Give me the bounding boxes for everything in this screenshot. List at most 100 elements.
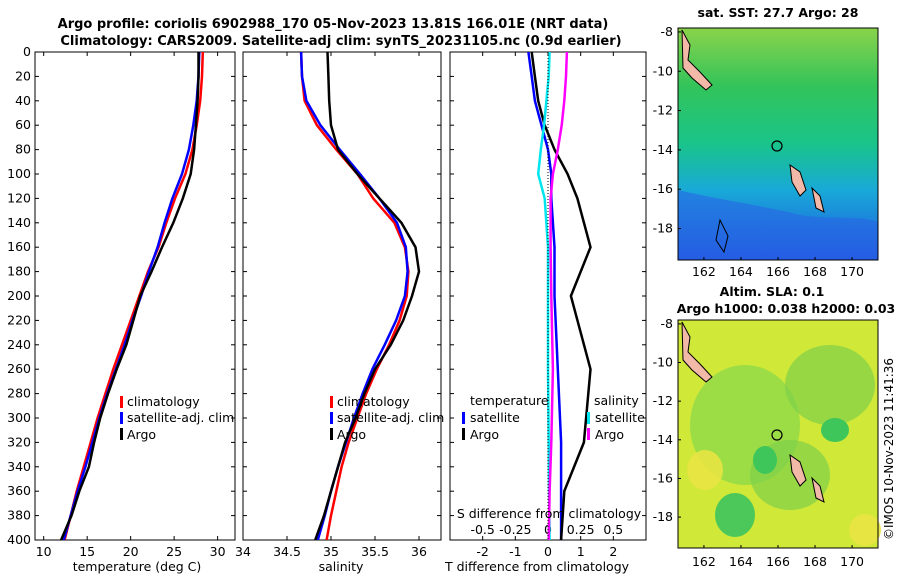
temperature-legend: climatology satellite-adj. clim Argo: [120, 394, 234, 442]
map-x-tick-label: 170: [840, 554, 864, 569]
legend-satellite-label: satellite-adj. clim: [127, 410, 234, 425]
legend-temp-satellite-swatch: [462, 412, 465, 424]
x-tick-label: 2: [609, 544, 617, 559]
series-argo: [314, 52, 421, 540]
depth-tick-label: 340: [7, 459, 31, 474]
x-tick-label: 25: [166, 544, 182, 559]
temperature-series: [59, 52, 205, 540]
sst-island-outline: [715, 218, 729, 254]
legend-temp-argo-swatch: [462, 428, 465, 440]
sla-map-title-line2: Argo h1000: 0.038 h2000: 0.03: [677, 301, 896, 316]
x-tick-label: 34: [235, 544, 251, 559]
sla-map-title-line1: Altim. SLA: 0.1: [720, 284, 825, 299]
sst-cool-patch: [678, 190, 878, 260]
legend-satellite-swatch: [330, 412, 333, 424]
depth-tick-label: 320: [7, 434, 31, 449]
temperature-plot-frame: [34, 51, 236, 541]
depth-tick-label: 360: [7, 483, 31, 498]
series-salinity-argo: [547, 52, 569, 540]
copyright-timestamp: ©IMOS 10-Nov-2023 11:41:36: [882, 358, 896, 540]
x-tick-label: 36: [411, 544, 427, 559]
map-x-tick-label: 168: [803, 264, 827, 279]
sla-island-central: [789, 453, 807, 487]
map-x-tick-label: 164: [729, 554, 753, 569]
depth-tick-label: 120: [7, 190, 31, 205]
series-climatology: [299, 52, 410, 540]
legend-satellite-swatch: [120, 412, 123, 424]
map-y-tick-label: -8: [661, 24, 674, 39]
s-difference-tick-label: 0.25: [567, 522, 595, 537]
map-y-tick-label: -12: [653, 103, 673, 118]
sla-map: [677, 319, 881, 549]
sla-high-patch: [849, 514, 881, 546]
depth-tick-label: 180: [7, 264, 31, 279]
legend-temperature-title: temperature: [470, 393, 549, 408]
map-y-tick-label: -18: [653, 221, 673, 236]
series-temperature-argo: [530, 52, 592, 540]
x-tick-label: -2: [476, 544, 488, 559]
x-tick-label: 1: [577, 544, 585, 559]
x-tick-label: 35: [323, 544, 339, 559]
difference-xlabel-top: S difference from climatology: [457, 506, 642, 521]
sla-map-ticks: 162 164 166 168 170 -8 -10 -12 -14 -16 -18: [653, 316, 864, 569]
sst-island-north: [681, 29, 713, 91]
map-x-tick-label: 162: [692, 264, 716, 279]
map-x-tick-label: 170: [840, 264, 864, 279]
map-y-tick-label: -14: [653, 142, 673, 157]
map-y-tick-label: -8: [661, 316, 674, 331]
depth-tick-label: 80: [15, 142, 31, 157]
legend-argo-label: Argo: [127, 427, 156, 442]
sla-dip: [753, 446, 777, 474]
depth-tick-label: 20: [15, 68, 31, 83]
map-x-tick-label: 164: [729, 264, 753, 279]
series-salinity-satellite: [536, 52, 551, 540]
salinity-series: [299, 52, 421, 540]
salinity-axis-ticks: 34 34.5 35 35.5 36: [235, 52, 427, 559]
depth-tick-label: 60: [15, 117, 31, 132]
sla-dip: [821, 418, 849, 442]
depth-tick-label: 280: [7, 386, 31, 401]
legend-satellite-label: satellite-adj. clim: [337, 410, 444, 425]
depth-tick-label: 100: [7, 166, 31, 181]
x-tick-label: 35.5: [361, 544, 389, 559]
legend-climatology-label: climatology: [127, 394, 200, 409]
sla-island-south: [811, 476, 825, 503]
x-tick-label: 10: [36, 544, 52, 559]
depth-tick-label: 240: [7, 337, 31, 352]
legend-sal-argo-swatch: [587, 428, 590, 440]
sst-map-ticks: 162 164 166 168 170 -8 -10 -12 -14 -16 -18: [653, 24, 864, 279]
depth-tick-label: 400: [7, 532, 31, 547]
map-x-tick-label: 162: [692, 554, 716, 569]
salinity-xlabel: salinity: [319, 559, 364, 574]
depth-tick-label: 40: [15, 93, 31, 108]
legend-argo-swatch: [120, 428, 123, 440]
x-tick-label: 30: [210, 544, 226, 559]
legend-sal-satellite-swatch: [587, 412, 590, 424]
sst-island-south: [811, 186, 825, 213]
legend-climatology-swatch: [330, 396, 333, 408]
map-y-tick-label: -10: [653, 355, 673, 370]
legend-sal-satellite-label: satellite: [595, 410, 645, 425]
legend-argo-label: Argo: [337, 427, 366, 442]
figure-title-line1: Argo profile: coriolis 6902988_170 05-No…: [58, 17, 609, 32]
map-y-tick-label: -16: [653, 470, 673, 485]
sla-high-patch: [687, 450, 723, 490]
depth-tick-label: 260: [7, 361, 31, 376]
difference-xlabel: T difference from climatology: [444, 559, 630, 574]
map-y-tick-label: -10: [653, 63, 673, 78]
legend-sal-argo-label: Argo: [595, 427, 624, 442]
legend-climatology-label: climatology: [337, 394, 410, 409]
sla-low-patch: [785, 345, 875, 425]
s-difference-tick-label: -0.25: [499, 522, 531, 537]
sst-island-central: [789, 163, 807, 197]
depth-tick-label: 140: [7, 215, 31, 230]
series-argo: [59, 52, 200, 540]
map-y-tick-label: -12: [653, 393, 673, 408]
s-difference-tick-label: 0.5: [603, 522, 623, 537]
depth-tick-label: 200: [7, 288, 31, 303]
map-x-tick-label: 168: [803, 554, 827, 569]
x-tick-label: 20: [123, 544, 139, 559]
x-tick-label: 34.5: [273, 544, 301, 559]
x-tick-label: -1: [509, 544, 521, 559]
